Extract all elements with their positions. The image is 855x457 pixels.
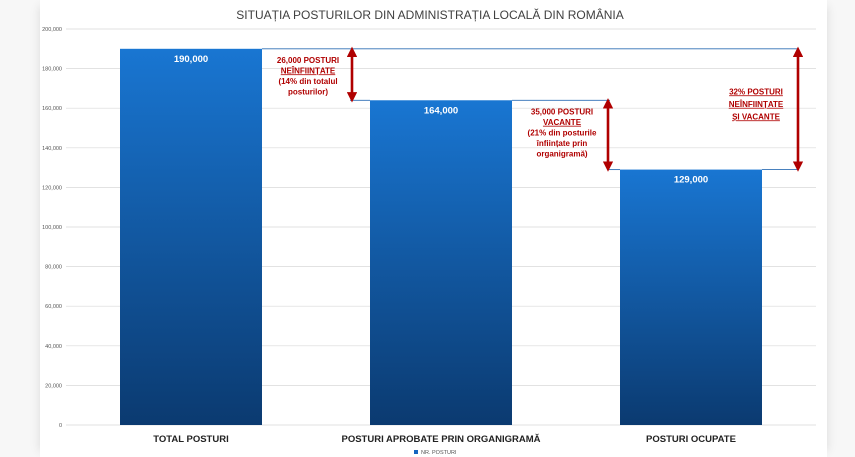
x-tick-label: TOTAL POSTURI — [153, 434, 228, 445]
bar-value-label: 190,000 — [174, 54, 208, 65]
bar — [120, 48, 262, 426]
bars: 190,000 164,000 129,000 — [120, 48, 762, 426]
x-axis-categories: TOTAL POSTURI POSTURI APROBATE PRIN ORGAN… — [153, 434, 736, 445]
bar-value-label: 129,000 — [674, 175, 708, 186]
y-tick-label: 120,000 — [42, 185, 62, 191]
annotation-text: 35,000 POSTURI — [531, 107, 593, 116]
x-tick-label: POSTURI OCUPATE — [646, 434, 736, 445]
annotation-text: NEÎNFIINȚATE — [281, 66, 336, 75]
annotation-text: 32% POSTURI — [729, 87, 783, 96]
y-axis-ticks: 0 20,000 40,000 60,000 80,000 100,000 120,000 1… — [42, 27, 62, 429]
annotation-text: NEÎNFIINȚATE — [729, 100, 784, 109]
left-margin — [0, 0, 40, 457]
chart-title: SITUAȚIA POSTURILOR DIN ADMINISTRAȚIA LO… — [236, 7, 623, 22]
right-margin — [827, 0, 855, 457]
annotation-text: (14% din totalul — [278, 77, 337, 86]
y-tick-label: 100,000 — [42, 225, 62, 231]
legend-swatch — [414, 450, 418, 454]
legend: NR. POSTURI — [414, 450, 457, 456]
y-tick-label: 80,000 — [45, 265, 62, 271]
annotation-text: (21% din posturile — [528, 128, 597, 137]
y-tick-label: 180,000 — [42, 67, 62, 73]
legend-label: NR. POSTURI — [421, 450, 457, 456]
annotation-text: înființate prin — [536, 139, 588, 148]
annotation-text: organigramă) — [536, 149, 587, 158]
y-tick-label: 160,000 — [42, 106, 62, 112]
annotation-text: posturilor) — [288, 87, 328, 96]
y-tick-label: 0 — [59, 423, 62, 429]
y-tick-label: 200,000 — [42, 27, 62, 33]
annotation-text: 26,000 POSTURI — [277, 56, 339, 65]
bar — [620, 169, 762, 425]
y-tick-label: 140,000 — [42, 146, 62, 152]
bar-value-label: 164,000 — [424, 105, 458, 116]
x-tick-label: POSTURI APROBATE PRIN ORGANIGRAMĂ — [342, 434, 541, 445]
annotation-text: ȘI VACANTE — [732, 112, 781, 121]
y-tick-label: 60,000 — [45, 304, 62, 310]
y-tick-label: 20,000 — [45, 383, 62, 389]
annotation-text: VACANTE — [543, 118, 582, 127]
bar — [370, 100, 512, 425]
y-tick-label: 40,000 — [45, 344, 62, 350]
